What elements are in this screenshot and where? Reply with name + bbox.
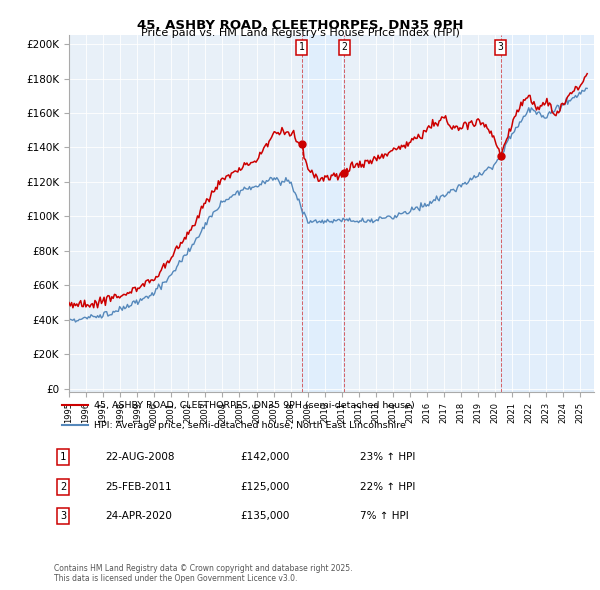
Text: 24-APR-2020: 24-APR-2020: [105, 512, 172, 521]
Text: 22-AUG-2008: 22-AUG-2008: [105, 453, 175, 462]
Text: 45, ASHBY ROAD, CLEETHORPES, DN35 9PH (semi-detached house): 45, ASHBY ROAD, CLEETHORPES, DN35 9PH (s…: [94, 401, 415, 410]
Text: Price paid vs. HM Land Registry's House Price Index (HPI): Price paid vs. HM Land Registry's House …: [140, 28, 460, 38]
Text: 1: 1: [60, 453, 66, 462]
Text: £125,000: £125,000: [240, 482, 289, 491]
Text: 45, ASHBY ROAD, CLEETHORPES, DN35 9PH: 45, ASHBY ROAD, CLEETHORPES, DN35 9PH: [137, 19, 463, 32]
Bar: [302, 35, 344, 392]
Text: 7% ↑ HPI: 7% ↑ HPI: [360, 512, 409, 521]
Text: Contains HM Land Registry data © Crown copyright and database right 2025.
This d: Contains HM Land Registry data © Crown c…: [54, 563, 353, 583]
Text: 2: 2: [341, 42, 347, 53]
Text: £142,000: £142,000: [240, 453, 289, 462]
Text: 3: 3: [60, 512, 66, 521]
Text: 22% ↑ HPI: 22% ↑ HPI: [360, 482, 415, 491]
Text: 1: 1: [299, 42, 304, 53]
Text: 25-FEB-2011: 25-FEB-2011: [105, 482, 172, 491]
Text: 3: 3: [497, 42, 503, 53]
Text: £135,000: £135,000: [240, 512, 289, 521]
Text: HPI: Average price, semi-detached house, North East Lincolnshire: HPI: Average price, semi-detached house,…: [94, 421, 406, 430]
Text: 23% ↑ HPI: 23% ↑ HPI: [360, 453, 415, 462]
Text: 2: 2: [60, 482, 66, 491]
Bar: [500, 35, 594, 392]
